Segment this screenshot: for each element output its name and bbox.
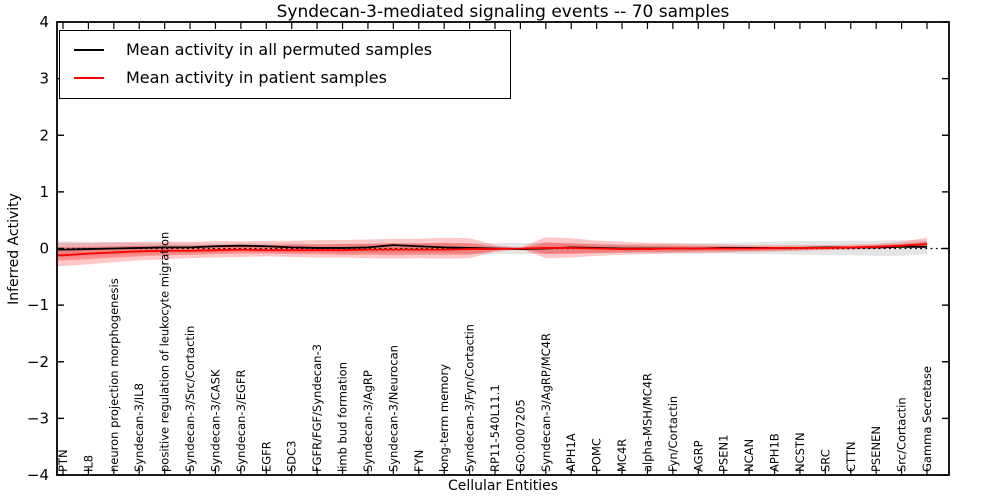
x-tick-label: NCAN [742,439,756,472]
x-tick-label: RP11-540L11.1 [488,384,502,472]
y-tick-label: −4 [27,466,49,484]
y-tick-label: 0 [39,240,49,258]
x-tick-label: IL8 [81,455,95,472]
x-tick-label: FGFR/FGF/Syndecan-3 [310,344,324,472]
x-tick-label: PSENEN [869,426,883,472]
y-tick-label: 3 [39,70,49,88]
x-tick-label: Syndecan-3/Src/Cortactin [183,326,197,472]
patient-line-swatch [74,77,104,79]
x-tick-label: CTTN [844,442,858,472]
x-tick-label: Syndecan-3/IL8 [132,383,146,472]
permuted-line-swatch [74,49,104,51]
x-tick-label: Src/Cortactin [895,397,909,472]
x-tick-label: Syndecan-3/EGFR [234,369,248,472]
x-tick-label: NCSTN [793,432,807,472]
x-tick-label: neuron projection morphogenesis [107,278,121,472]
chart-title: Syndecan-3-mediated signaling events -- … [276,2,730,22]
patient-samples-outer-band-band [58,237,927,267]
x-tick-label: Syndecan-3/AgRP [361,370,375,472]
x-tick-label: GO:0007205 [513,399,527,472]
x-tick-label: Syndecan-3/Fyn/Cortactin [463,324,477,472]
legend-label-permuted: Mean activity in all permuted samples [126,40,433,59]
legend: Mean activity in all permuted samples Me… [59,30,511,99]
x-tick-label: SDC3 [285,440,299,472]
y-tick-label: 4 [39,13,49,31]
x-tick-label: POMC [590,438,604,472]
x-tick-label: EGFR [259,441,273,472]
y-tick-label: 1 [39,183,49,201]
y-axis-label: Inferred Activity [6,193,22,305]
x-tick-label: AGRP [691,440,705,472]
x-tick-label: limb bud formation [336,362,350,472]
x-tick-label: positive regulation of leukocyte migrati… [158,232,172,472]
y-tick-label: −1 [27,296,49,314]
x-tick-label: Gamma Secretase [920,366,934,472]
patient-mean-line [58,243,928,257]
x-tick-label: MC4R [615,439,629,472]
legend-item-permuted: Mean activity in all permuted samples [60,36,510,64]
y-tick-label: −2 [27,353,49,371]
x-tick-label: Syndecan-3/Neurocan [386,345,400,472]
x-tick-label: PSEN1 [717,435,731,472]
x-tick-label: PTN [56,449,70,472]
legend-item-patient: Mean activity in patient samples [60,64,510,92]
x-axis-label: Cellular Entities [447,478,559,494]
x-tick-label: Syndecan-3/CASK [208,369,222,472]
x-tick-label: alpha-MSH/MC4R [640,373,654,472]
x-tick-label: Syndecan-3/AgRP/MC4R [539,333,553,472]
x-tick-label: FYN [412,450,426,472]
y-tick-label: 2 [39,126,49,144]
y-tick-label: −3 [27,409,49,427]
x-tick-label: APH1B [768,433,782,472]
x-tick-label: long-term memory [437,364,451,472]
legend-label-patient: Mean activity in patient samples [126,68,387,87]
x-tick-label: APH1A [564,433,578,472]
x-tick-label: Fyn/Cortactin [666,396,680,472]
x-tick-label: SRC [818,449,832,472]
